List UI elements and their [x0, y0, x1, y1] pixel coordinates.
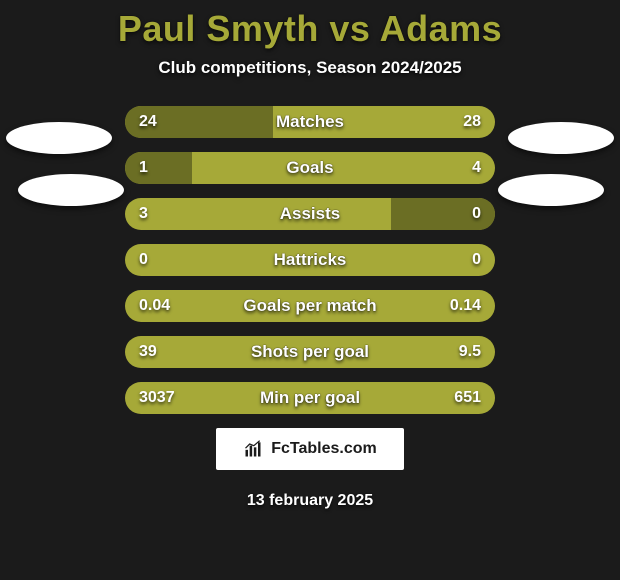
subtitle: Club competitions, Season 2024/2025 [0, 58, 620, 78]
stat-row: Goals per match0.04 0.14 [125, 290, 495, 322]
stat-value-right: 0 [472, 198, 481, 230]
stat-value-right: 9.5 [459, 336, 481, 368]
stat-value-left: 24 [139, 106, 157, 138]
player-oval-right [498, 174, 604, 206]
stat-row: Assists30 [125, 198, 495, 230]
stat-value-right: 4 [472, 152, 481, 184]
player-oval-right [508, 122, 614, 154]
source-logo: FcTables.com [216, 428, 404, 470]
stat-row: Goals14 [125, 152, 495, 184]
stat-value-left: 0.04 [139, 290, 170, 322]
date-stamp: 13 february 2025 [0, 492, 620, 510]
stat-value-left: 0 [139, 244, 148, 276]
stat-row: Min per goal3037 651 [125, 382, 495, 414]
stat-value-left: 39 [139, 336, 157, 368]
stat-label: Shots per goal [125, 336, 495, 368]
stat-value-right: 0.14 [450, 290, 481, 322]
page-title: Paul Smyth vs Adams [0, 0, 620, 50]
stat-value-left: 1 [139, 152, 148, 184]
stat-row: Matches2428 [125, 106, 495, 138]
stat-label: Min per goal [125, 382, 495, 414]
stat-value-left: 3037 [139, 382, 175, 414]
stat-label: Hattricks [125, 244, 495, 276]
stat-value-right: 28 [463, 106, 481, 138]
player-oval-left [6, 122, 112, 154]
stats-bars: Matches2428Goals14Assists30Hattricks00Go… [125, 106, 495, 414]
stat-row: Hattricks0 0 [125, 244, 495, 276]
player-oval-left [18, 174, 124, 206]
comparison-infographic: Paul Smyth vs Adams Club competitions, S… [0, 0, 620, 580]
stat-value-right: 0 [472, 244, 481, 276]
stat-label: Goals per match [125, 290, 495, 322]
stat-fill-left [125, 152, 192, 184]
stat-value-left: 3 [139, 198, 148, 230]
chart-icon [243, 439, 263, 459]
stat-row: Shots per goal39 9.5 [125, 336, 495, 368]
logo-text: FcTables.com [271, 440, 377, 458]
comparison-area: Matches2428Goals14Assists30Hattricks00Go… [0, 106, 620, 414]
stat-value-right: 651 [454, 382, 481, 414]
